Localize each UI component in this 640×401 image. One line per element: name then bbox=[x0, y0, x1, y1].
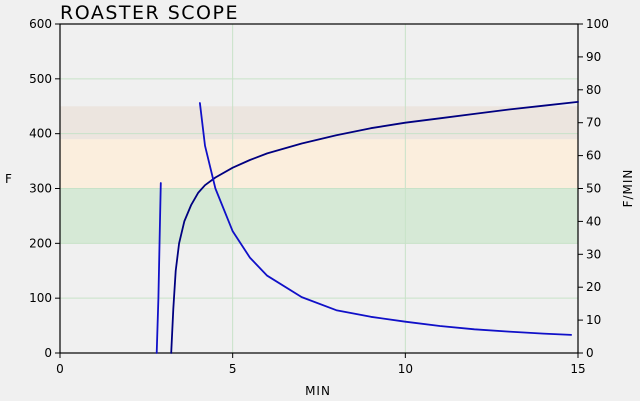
y2-tick-label-6: 60 bbox=[586, 149, 601, 163]
y2-tick-label-8: 80 bbox=[586, 83, 601, 97]
y2-tick-label-0: 0 bbox=[586, 346, 594, 360]
y-axis-label: F bbox=[5, 172, 13, 186]
y-tick-label-1: 100 bbox=[29, 291, 52, 305]
y2-tick-label-1: 10 bbox=[586, 313, 601, 327]
y-tick-label-3: 300 bbox=[29, 182, 52, 196]
y-tick-label-5: 500 bbox=[29, 72, 52, 86]
y2-tick-label-5: 50 bbox=[586, 182, 601, 196]
y-tick-label-6: 600 bbox=[29, 17, 52, 31]
y-tick-labels: 0 100 200 300 400 500 600 bbox=[29, 17, 52, 360]
chart-title: ROASTER SCOPE bbox=[60, 2, 239, 24]
y2-tick-label-7: 70 bbox=[586, 116, 601, 130]
x-axis-label: MIN bbox=[305, 384, 331, 398]
y2-tick-label-10: 100 bbox=[586, 17, 609, 31]
temperature-bands bbox=[60, 106, 578, 244]
y-tick-label-0: 0 bbox=[44, 346, 52, 360]
x-tick-label-0: 0 bbox=[56, 362, 64, 376]
y-tick-label-4: 400 bbox=[29, 127, 52, 141]
y2-tick-label-3: 30 bbox=[586, 247, 601, 261]
series-group bbox=[155, 101, 579, 354]
x-tick-label-1: 5 bbox=[229, 362, 237, 376]
x-tick-labels: 0 5 10 15 bbox=[56, 362, 585, 376]
series-line-0 bbox=[155, 182, 162, 354]
y2-tick-label-9: 90 bbox=[586, 50, 601, 64]
y-tick-label-2: 200 bbox=[29, 236, 52, 250]
series-line-2 bbox=[198, 102, 572, 336]
x-tick-label-2: 10 bbox=[398, 362, 413, 376]
band-1 bbox=[60, 139, 578, 189]
y2-tick-labels: 0 10 20 30 40 50 60 70 80 90 100 bbox=[586, 17, 609, 360]
y2-tick-label-2: 20 bbox=[586, 280, 601, 294]
x-tick-label-3: 15 bbox=[570, 362, 585, 376]
series-line-1 bbox=[170, 101, 579, 354]
tick-marks bbox=[55, 23, 583, 358]
y2-tick-label-4: 40 bbox=[586, 214, 601, 228]
y2-axis-label: F/MIN bbox=[621, 169, 635, 208]
band-0 bbox=[60, 188, 578, 244]
grid-lines bbox=[60, 24, 578, 353]
